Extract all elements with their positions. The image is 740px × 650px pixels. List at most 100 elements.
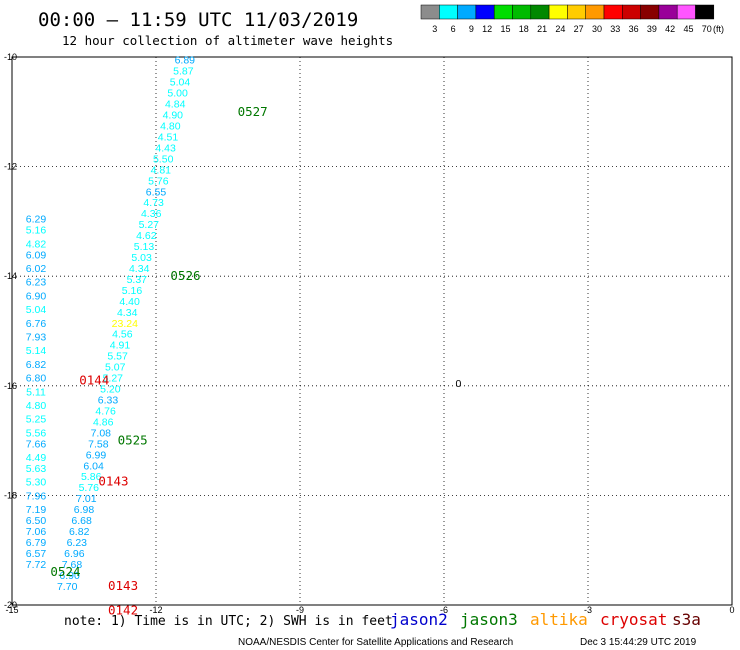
- wave-height-value: 4.43: [155, 142, 176, 154]
- x-tick-label: -15: [5, 605, 18, 615]
- note-text: note: 1) Time is in UTC; 2) SWH is in fe…: [64, 614, 393, 629]
- y-tick-label: -14: [4, 271, 17, 281]
- wave-height-value: 6.29: [26, 214, 47, 226]
- wave-height-value: 7.08: [91, 427, 112, 439]
- chart-subtitle: 12 hour collection of altimeter wave hei…: [62, 33, 393, 48]
- x-tick-label: -3: [584, 605, 592, 615]
- pass-time-label: 0527: [238, 104, 268, 119]
- satellite-s3a: s3a: [672, 610, 701, 629]
- wave-height-value: 6.09: [26, 249, 47, 261]
- legend-label: 24: [555, 24, 565, 34]
- wave-height-value: 7.93: [26, 331, 47, 343]
- wave-height-value: 7.96: [26, 490, 47, 502]
- wave-height-value: 6.99: [86, 449, 107, 461]
- wave-height-value: 5.27: [139, 219, 160, 231]
- legend-label: 6: [451, 24, 456, 34]
- legend-swatch: [695, 4, 715, 20]
- wave-height-value: 6.76: [26, 318, 47, 330]
- legend-swatch: [622, 4, 641, 20]
- legend-label: 9: [469, 24, 474, 34]
- wave-height-value: 6.96: [64, 548, 85, 560]
- pass-time-label: 0143: [98, 474, 128, 489]
- wave-height-value: 5.76: [79, 482, 100, 494]
- wave-height-value: 5.03: [131, 252, 152, 264]
- wave-height-value: 6.04: [83, 460, 104, 472]
- wave-height-value: 4.80: [26, 400, 47, 412]
- wave-height-value: 6.82: [69, 526, 90, 538]
- wave-height-value: 5.25: [26, 414, 47, 426]
- wave-height-value: 4.49: [26, 452, 47, 464]
- wave-height-value: 4.73: [143, 197, 164, 209]
- wave-height-value: 5.07: [105, 362, 126, 374]
- wave-height-value: 4.34: [129, 263, 150, 275]
- wave-height-value: 5.11: [26, 386, 46, 398]
- wave-height-value: 6.90: [26, 290, 47, 302]
- legend-swatch: [475, 4, 495, 20]
- wave-height-value: 4.36: [141, 208, 162, 220]
- wave-height-value: 5.86: [81, 471, 102, 483]
- legend-label: 21: [537, 24, 547, 34]
- legend-unit: (ft): [713, 24, 724, 34]
- grid-lines: [12, 57, 732, 605]
- wave-height-value: 5.57: [107, 351, 128, 363]
- plot-frame: [11, 56, 733, 606]
- color-legend: 3 6 9 12 15 18 21 24 27 30 33 36 39 42 45 70 (ft): [420, 4, 724, 34]
- y-tick-label: -12: [4, 162, 17, 172]
- wave-height-value: 6.57: [26, 548, 47, 560]
- pass-time-label: 0144: [79, 372, 109, 387]
- wave-height-value: 23.24: [112, 318, 138, 330]
- legend-swatch: [439, 4, 458, 20]
- wave-height-value: 5.16: [122, 285, 143, 297]
- wave-height-value: 5.20: [100, 384, 121, 396]
- legend-swatch: [567, 4, 586, 20]
- x-tick-label: -12: [149, 605, 162, 615]
- satellite-legend: jason2 jason3 altika cryosat s3a: [390, 610, 701, 629]
- x-tick-label: -6: [440, 605, 448, 615]
- x-tick-label: -9: [296, 605, 304, 615]
- y-tick-label: -16: [4, 381, 17, 391]
- legend-swatch: [530, 4, 550, 20]
- pass-time-label: 0525: [118, 433, 148, 448]
- legend-swatch: [493, 4, 513, 20]
- wave-height-value: 4.82: [26, 238, 47, 250]
- wave-height-value: 4.84: [165, 99, 186, 111]
- y-tick-label: -20: [4, 600, 17, 610]
- marker-label: 0: [455, 378, 461, 390]
- wave-height-value: 7.58: [88, 438, 109, 450]
- wave-height-value: 7.70: [57, 581, 78, 593]
- wave-height-value: 4.91: [110, 340, 131, 352]
- wave-height-value: 5.00: [167, 88, 188, 100]
- legend-swatch: [420, 4, 440, 20]
- satellite-jason2: jason2: [390, 610, 448, 629]
- wave-height-value: 5.13: [134, 241, 155, 253]
- legend-swatch: [457, 4, 477, 20]
- wave-height-value: 5.04: [26, 304, 47, 316]
- wave-height-value: 7.66: [26, 438, 47, 450]
- wave-height-value: 6.55: [146, 186, 167, 198]
- legend-label: 18: [519, 24, 529, 34]
- wave-height-value: 6.68: [71, 515, 92, 527]
- wave-height-value: 5.14: [26, 345, 47, 357]
- wave-height-value: 6.90: [59, 570, 80, 582]
- legend-label: 45: [683, 24, 693, 34]
- wave-height-value: 5.04: [170, 77, 191, 89]
- chart-title: 00:00 – 11:59 UTC 11/03/2019: [38, 9, 358, 31]
- wave-height-value: 4.62: [136, 230, 157, 242]
- legend-swatch: [676, 4, 696, 20]
- wave-height-value: 5.87: [173, 66, 194, 78]
- wave-height-value: 7.01: [76, 493, 97, 505]
- footer-timestamp: Dec 3 15:44:29 UTC 2019: [580, 637, 697, 648]
- wave-height-value: 6.80: [26, 373, 47, 385]
- data-points: 6.895.875.045.004.844.904.804.514.435.50…: [26, 55, 195, 593]
- pass-time-label: 0142: [108, 602, 138, 617]
- legend-swatch: [658, 4, 678, 20]
- pass-time-labels: 0527 0526 0525 0524 0144 0143 0143 0142 0: [50, 104, 461, 618]
- wave-height-value: 7.72: [26, 559, 47, 571]
- wave-height-value: 4.76: [95, 405, 116, 417]
- legend-swatch: [640, 4, 660, 20]
- wave-height-value: 5.16: [26, 225, 47, 237]
- legend-label: 12: [482, 24, 492, 34]
- wave-height-value: 6.33: [98, 395, 119, 407]
- wave-height-value: 4.81: [151, 164, 172, 176]
- wave-height-value: 4.40: [119, 296, 140, 308]
